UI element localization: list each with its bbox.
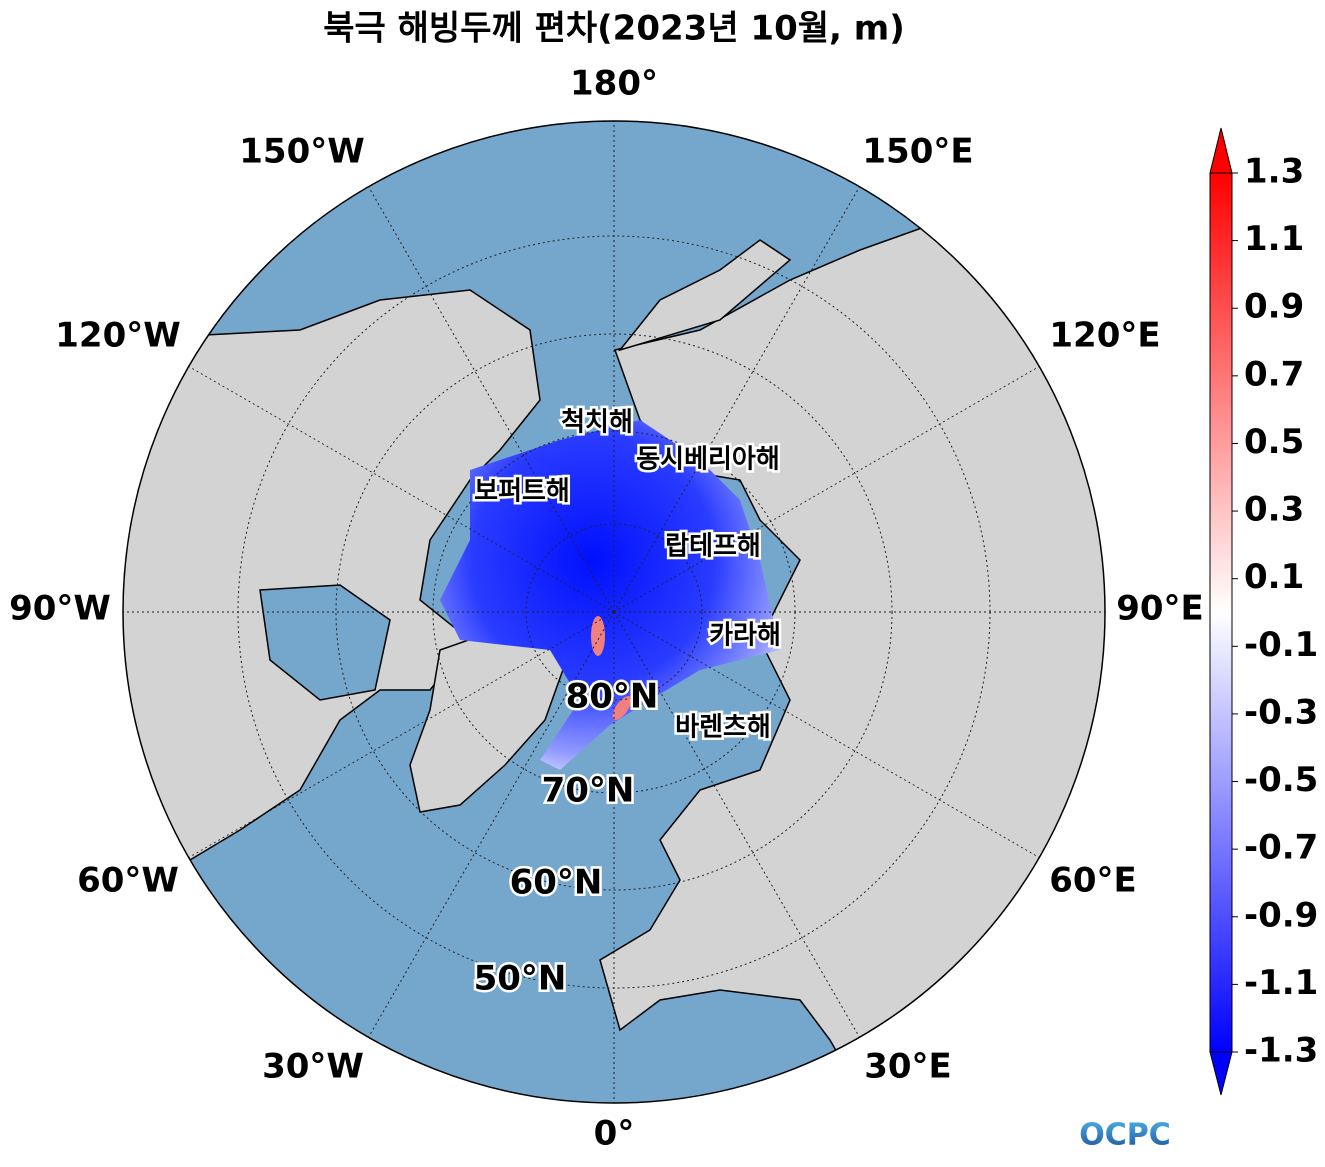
colorbar-tick-label: 0.9 — [1244, 287, 1304, 327]
latitude-label: 80°N — [566, 677, 659, 717]
longitude-label: 90°W — [9, 589, 111, 629]
longitude-label: 150°W — [239, 132, 364, 172]
longitude-label: 60°E — [1049, 861, 1137, 901]
colorbar-tick-label: 1.3 — [1244, 152, 1304, 192]
meridian — [188, 611, 615, 858]
latitude-ring — [335, 333, 893, 891]
colorbar-tick-label: 1.1 — [1244, 219, 1304, 259]
sea-label: 동시베리아해 — [636, 445, 780, 475]
longitude-label: 180° — [570, 64, 658, 104]
meridian — [368, 611, 615, 1038]
colorbar-extend-min — [1209, 1051, 1233, 1096]
alaska-chukotka — [617, 239, 792, 352]
colorbar-tick-label: 0.1 — [1244, 557, 1304, 597]
graticule — [123, 121, 1105, 1103]
meridian — [613, 611, 860, 1038]
positive-anomaly — [591, 616, 605, 656]
sea-label: 척치해 — [561, 408, 633, 438]
hudson-bay — [259, 584, 391, 701]
sea-label: 보퍼트해 — [474, 477, 570, 507]
logo: OCPC — [1079, 1118, 1171, 1153]
latitude-label: 60°N — [510, 863, 603, 903]
labels: 180° 150°E 120°E 90°E 60°E 30°E 0° 30°W 60°W 90°W… — [9, 64, 1204, 1154]
positive-anomaly — [612, 696, 632, 720]
map-boundary — [122, 120, 1106, 1104]
map-title: 북극 해빙두께 편차(2023년 10월, m) — [323, 9, 905, 49]
sea-label: 랍테프해 — [665, 532, 761, 562]
longitude-label: 90°E — [1116, 589, 1204, 629]
colorbar-tick-label: -0.3 — [1244, 692, 1318, 732]
colorbar: 1.3 1.1 0.9 0.7 0.5 0.3 0.1 -0.1 -0.3 -0.5 -0.7 -0.… — [1209, 127, 1318, 1096]
colorbar-tick-label: -1.1 — [1244, 963, 1318, 1003]
sea-ice-anomaly — [440, 420, 780, 770]
latitude-ring — [525, 523, 703, 701]
longitude-label: 120°E — [1049, 316, 1160, 356]
sea-label: 바렌츠해 — [675, 713, 771, 743]
longitude-label: 120°W — [55, 316, 180, 356]
meridian — [613, 366, 1040, 613]
colorbar-tick-label: 0.7 — [1244, 354, 1304, 394]
colorbar-tick-label: -0.5 — [1244, 760, 1318, 800]
colorbar-tick-label: -0.7 — [1244, 828, 1318, 868]
colorbar-tick-label: -1.3 — [1244, 1031, 1318, 1071]
latitude-label: 70°N — [542, 771, 635, 811]
meridian — [188, 366, 615, 613]
meridian — [613, 611, 1040, 858]
colorbar-extend-max — [1209, 127, 1233, 174]
longitude-label: 0° — [594, 1114, 635, 1154]
meridian — [613, 186, 860, 613]
colorbar-tick-label: 0.3 — [1244, 490, 1304, 530]
latitude-label: 50°N — [474, 959, 567, 999]
longitude-label: 150°E — [862, 132, 973, 172]
colorbar-tick-label: -0.9 — [1244, 895, 1318, 935]
longitude-label: 30°E — [864, 1047, 952, 1087]
longitude-label: 60°W — [77, 861, 179, 901]
colorbar-tick-label: -0.1 — [1244, 625, 1318, 665]
meridian — [368, 186, 615, 613]
sea-label: 카라해 — [709, 621, 781, 651]
colorbar-tick-label: 0.5 — [1244, 422, 1304, 462]
map-disc — [123, 121, 1105, 1103]
colorbar-body — [1209, 172, 1233, 1053]
longitude-label: 30°W — [262, 1047, 364, 1087]
